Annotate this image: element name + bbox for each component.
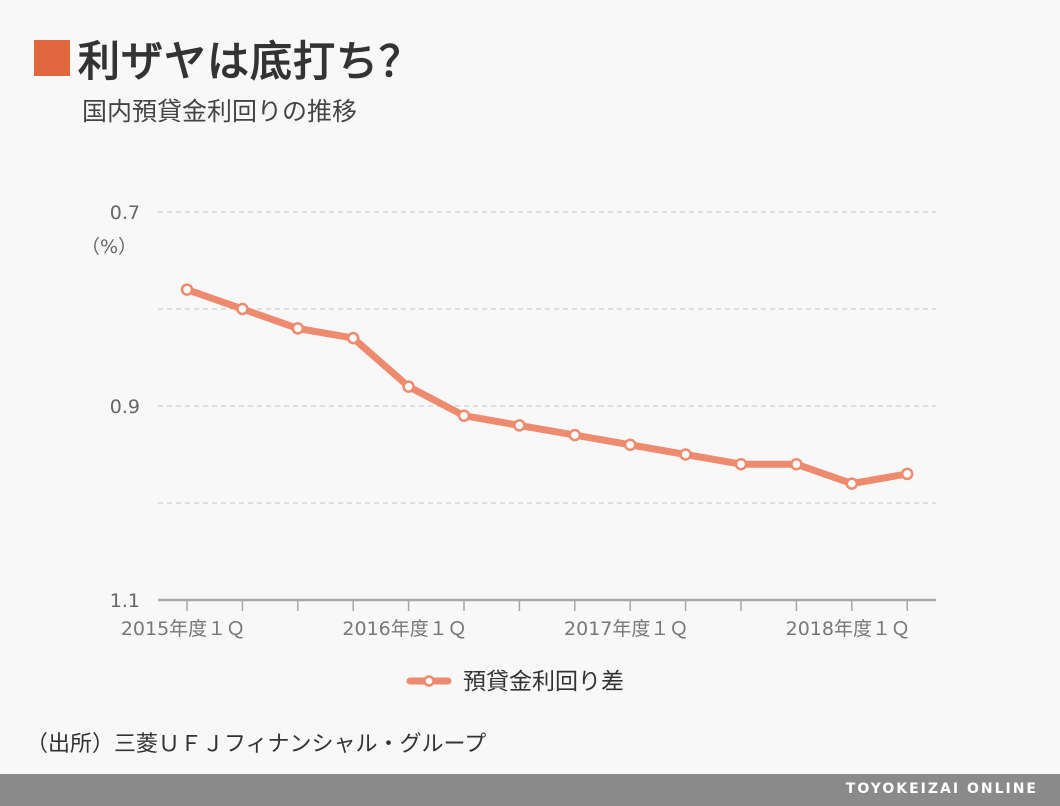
page-title: 利ザヤは底打ち？ [78,36,423,86]
y-unit-label: （%） [81,236,137,258]
y-tick-label-2: 0.7 [110,202,140,224]
source-note: （出所）三菱ＵＦＪフィナンシャル・グループ [26,732,487,757]
title-row: 利ザヤは底打ち？ [34,30,422,86]
y-tick-label-1: 0.9 [110,396,140,418]
y-tick-label-0: 1.1 [110,590,140,612]
data-point-7 [568,428,582,442]
x-tick-label-2: 2017年度１Ｑ [564,618,688,640]
brand-label: TOYOKEIZAI ONLINE [845,781,1038,797]
x-tick-label-3: 2018年度１Ｑ [786,618,910,640]
data-point-4 [402,380,415,393]
line-chart: 1.1 0.9 0.7 （%） 2015年度１Ｑ 2016年度１Ｑ 2017年度１Ｑ 2018… [81,202,936,695]
data-point-5 [457,409,471,422]
data-point-0 [180,283,194,296]
series-line [183,286,911,488]
data-point-11 [790,457,803,471]
data-point-13 [900,467,914,481]
data-point-6 [513,419,526,432]
data-point-12 [845,477,859,490]
legend-label: 預貸金利回り差 [463,669,624,695]
footer-bar: TOYOKEIZAI ONLINE [0,774,1060,806]
title-marker [34,40,70,76]
data-point-8 [623,438,637,452]
data-point-9 [679,448,692,461]
data-point-2 [291,322,305,335]
data-point-3 [346,331,360,345]
x-tick-label-1: 2016年度１Ｑ [342,618,466,640]
x-tick-label-0: 2015年度１Ｑ [121,618,245,640]
chart-subtitle: 国内預貸金利回りの推移 [82,97,358,126]
legend-swatch-marker [423,675,435,687]
data-point-10 [734,457,748,471]
data-point-1 [236,302,249,316]
